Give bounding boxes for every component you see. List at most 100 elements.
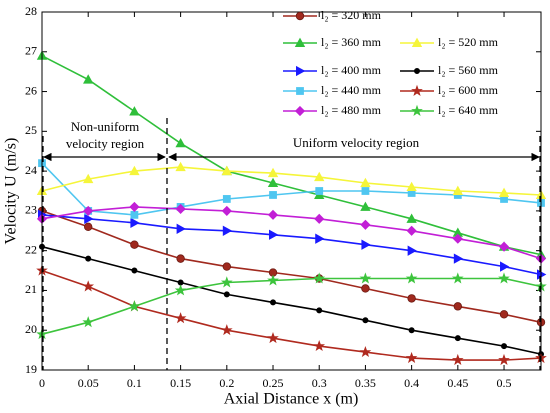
data-point — [452, 233, 463, 244]
series-line — [41, 55, 542, 256]
data-point — [267, 177, 279, 188]
y-tick-label: 24 — [25, 163, 37, 177]
data-point — [498, 187, 510, 197]
x-tick-label: 0.15 — [170, 376, 191, 390]
data-point — [360, 219, 371, 230]
data-point — [129, 201, 140, 212]
data-point — [359, 272, 372, 284]
data-point — [270, 299, 277, 306]
data-point — [501, 343, 508, 350]
legend-marker — [411, 104, 423, 116]
data-point — [175, 203, 186, 214]
x-tick-label: 0 — [39, 376, 45, 390]
x-tick-label: 0.05 — [78, 376, 99, 390]
y-axis-title: Velocity U (m/s) — [3, 138, 20, 245]
series-line — [41, 162, 542, 216]
data-point — [269, 191, 277, 199]
data-point — [407, 245, 417, 256]
data-point — [176, 254, 185, 263]
legend-label: l₂ = 320 mm — [321, 8, 382, 22]
legend-label: l₂ = 440 mm — [321, 83, 382, 97]
data-point — [174, 284, 187, 296]
legend-label: l₂ = 640 mm — [438, 103, 499, 117]
data-point — [405, 351, 418, 364]
data-point — [175, 137, 186, 148]
x-tick-label: 0.35 — [355, 376, 376, 390]
data-point — [129, 165, 140, 176]
data-point — [128, 300, 141, 312]
data-point — [131, 267, 138, 274]
data-point — [500, 261, 510, 272]
data-point — [408, 327, 415, 334]
y-tick-label: 23 — [25, 203, 37, 217]
data-point — [177, 279, 184, 286]
data-point — [223, 291, 230, 298]
data-point — [222, 262, 232, 271]
data-point — [360, 177, 371, 188]
data-point — [315, 187, 324, 195]
data-point — [454, 335, 461, 342]
series-line — [41, 214, 542, 276]
legend-marker — [294, 37, 306, 47]
data-point — [453, 302, 463, 311]
y-tick-label: 21 — [25, 282, 37, 296]
annotation: velocity region — [66, 136, 145, 151]
legend-marker — [294, 105, 306, 117]
data-point — [361, 239, 371, 250]
x-tick-label: 0.25 — [263, 376, 284, 390]
data-point — [130, 240, 139, 249]
y-tick-label: 20 — [25, 322, 37, 336]
series-line — [41, 166, 542, 196]
data-point — [82, 280, 95, 292]
data-point — [222, 225, 233, 236]
data-point — [315, 233, 325, 244]
data-point — [406, 225, 417, 236]
x-tick-label: 0.45 — [447, 376, 468, 390]
data-point — [267, 274, 279, 286]
y-tick-label: 22 — [25, 242, 37, 256]
plot-frame — [41, 11, 542, 371]
series-line — [41, 245, 542, 355]
x-axis-title: Axial Distance x (m) — [224, 391, 359, 408]
data-point — [83, 74, 94, 84]
data-point — [267, 209, 279, 220]
data-point — [83, 205, 94, 216]
data-point — [360, 201, 371, 211]
y-tick-label: 25 — [25, 123, 37, 137]
annotation: Non-uniform — [71, 119, 140, 134]
series-line — [41, 269, 542, 361]
data-point — [85, 255, 92, 262]
data-point — [498, 241, 510, 252]
data-point — [314, 213, 325, 224]
y-tick-label: 26 — [25, 83, 37, 97]
data-point — [359, 346, 372, 358]
data-point — [451, 272, 464, 284]
data-point — [83, 173, 94, 184]
legend-label: l₂ = 480 mm — [321, 103, 382, 117]
legend-label: l₂ = 600 mm — [438, 83, 499, 97]
legend-label: l₂ = 520 mm — [438, 35, 499, 49]
data-point — [451, 353, 464, 366]
legend-label: l₂ = 560 mm — [438, 63, 499, 77]
y-tick-label: 19 — [25, 362, 37, 376]
y-tick-label: 27 — [25, 44, 37, 58]
legend-marker — [411, 37, 423, 47]
data-point — [361, 187, 370, 195]
data-point — [82, 316, 95, 328]
data-point — [407, 294, 416, 303]
data-point — [84, 213, 94, 225]
data-point — [498, 353, 510, 366]
data-point — [175, 161, 186, 172]
legend-label: l₂ = 400 mm — [321, 63, 382, 77]
data-point — [406, 181, 417, 192]
series-line — [41, 206, 542, 260]
data-point — [220, 324, 233, 336]
x-tick-label: 0.5 — [497, 376, 512, 390]
data-point — [316, 307, 323, 314]
data-point — [129, 106, 140, 116]
series-line — [41, 210, 542, 324]
data-point — [84, 222, 93, 231]
legend-marker — [411, 84, 423, 96]
data-point — [453, 253, 464, 264]
